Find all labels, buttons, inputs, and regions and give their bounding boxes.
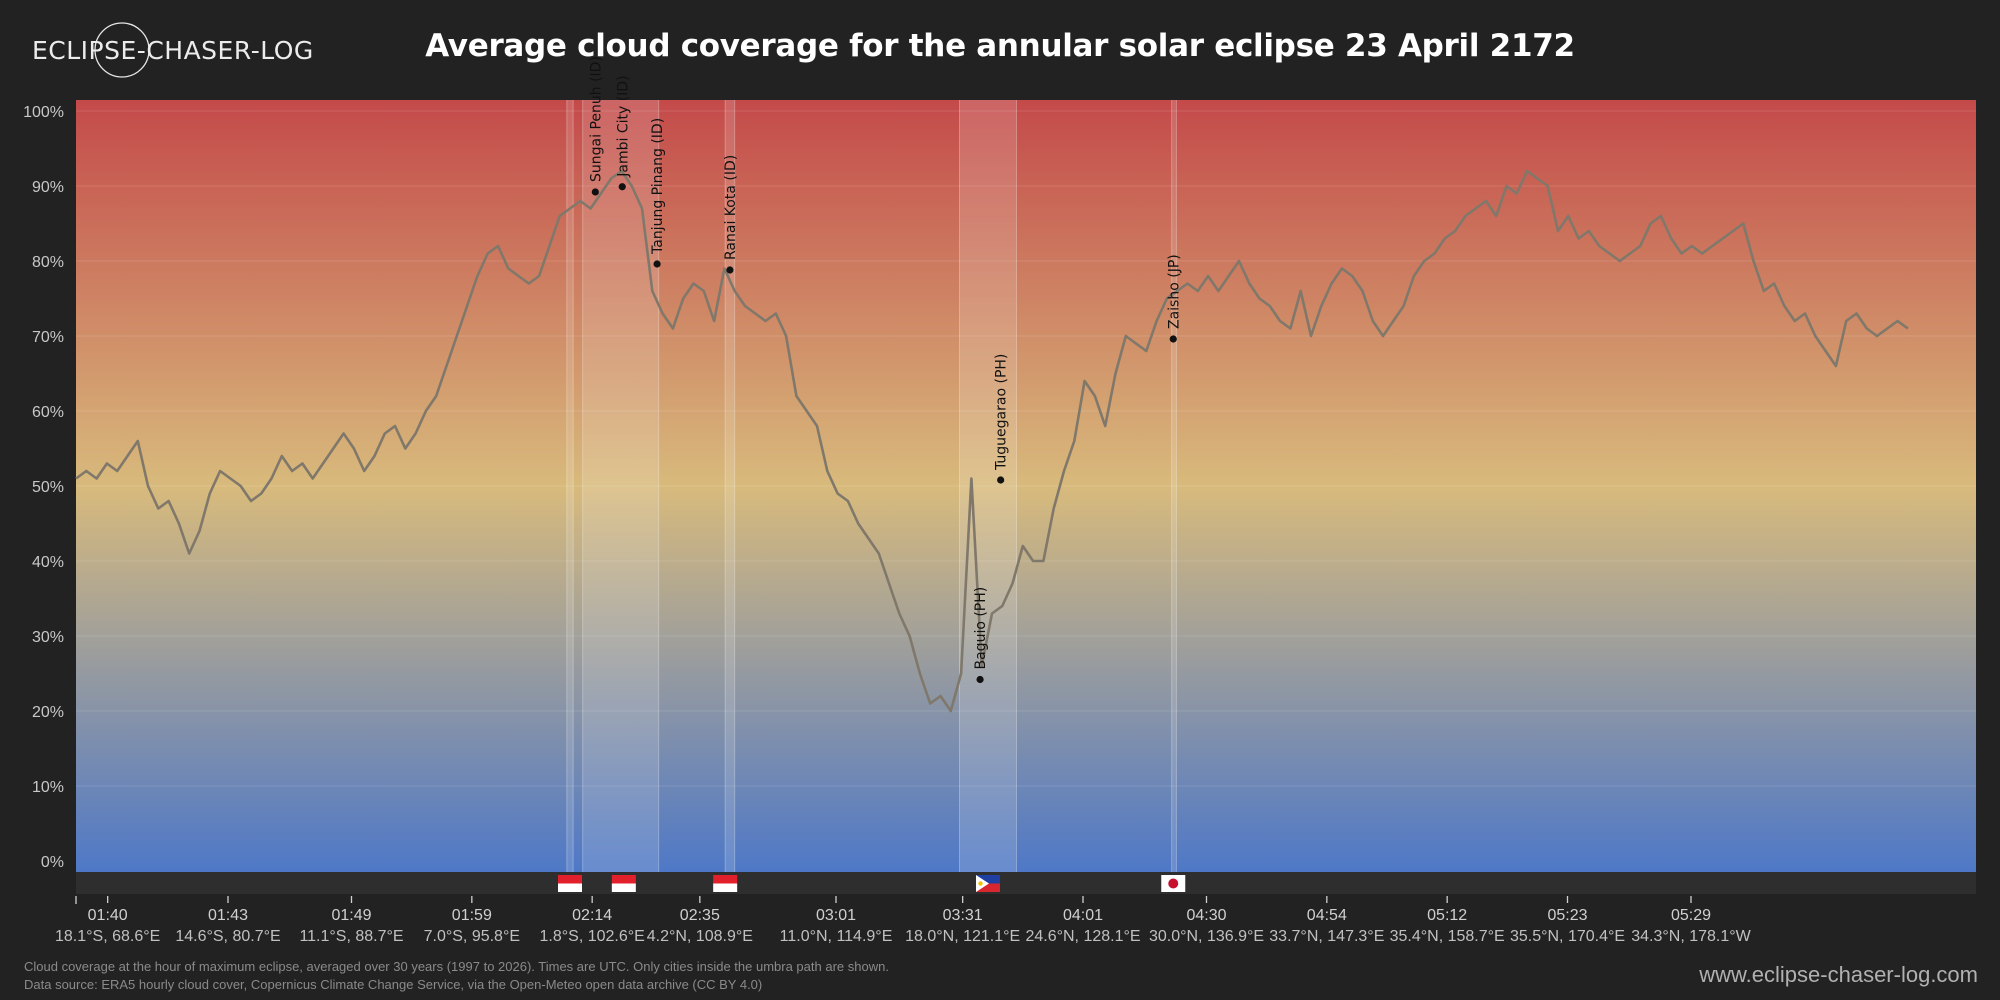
x-tick-coordinate: 35.5°N, 170.4°E <box>1510 928 1625 945</box>
city-dot <box>1169 335 1177 343</box>
chart-title: Average cloud coverage for the annular s… <box>425 28 1575 64</box>
city-label: Tanjung Pinang (ID) <box>650 118 666 255</box>
city-dot <box>976 675 984 684</box>
grid-lines <box>76 110 1976 787</box>
city-dot <box>618 183 626 191</box>
y-tick-label: 60% <box>32 404 64 421</box>
city-label: Baguio (PH) <box>973 587 989 670</box>
city-dot <box>591 188 599 196</box>
highlight-band <box>1171 100 1177 894</box>
flag-strip <box>76 872 1976 894</box>
x-tick-time: 01:43 <box>208 907 248 924</box>
flag-ph-icon <box>976 875 1000 892</box>
x-tick-time: 04:54 <box>1307 907 1347 924</box>
city-dot <box>997 476 1005 484</box>
flag-red-stripe <box>976 883 1000 892</box>
city-label: Sungai Penuh (ID) <box>588 56 604 182</box>
flag-jp-icon <box>1161 875 1186 892</box>
y-tick-label: 0% <box>41 854 64 871</box>
y-tick-label: 40% <box>32 554 64 571</box>
x-tick-coordinate: 30.0°N, 136.9°E <box>1149 928 1264 945</box>
x-tick-coordinate: 11.1°S, 88.7°E <box>299 928 403 945</box>
x-tick-coordinate: 24.6°N, 128.1°E <box>1025 928 1140 945</box>
plot-background <box>76 100 1976 872</box>
x-tick-coordinate: 1.8°S, 102.6°E <box>540 928 645 945</box>
flag-white-stripe <box>713 883 738 892</box>
x-tick-coordinate: 34.3°N, 178.1°W <box>1631 928 1751 945</box>
cloud-coverage-chart: Sungai Penuh (ID) Jambi City (ID) Tanjung … <box>23 56 1976 945</box>
city-dot <box>653 260 661 268</box>
x-tick-time: 03:01 <box>816 907 856 924</box>
x-tick-coordinate: 35.4°N, 158.7°E <box>1390 928 1505 945</box>
flag-red-stripe <box>558 875 582 884</box>
flag-id-icon <box>611 875 636 892</box>
city-label: Tuguegarao (PH) <box>994 354 1010 471</box>
x-tick-time: 01:59 <box>452 907 492 924</box>
x-tick-coordinate: 11.0°N, 114.9°E <box>780 928 893 945</box>
x-tick-time: 02:14 <box>572 907 612 924</box>
brand-name: ECLIPSE-CHASER-LOG <box>32 36 314 65</box>
flag-white-stripe <box>558 883 582 892</box>
city-markers: Sungai Penuh (ID) Jambi City (ID) Tanjung … <box>588 56 1182 684</box>
y-tick-label: 50% <box>32 479 64 496</box>
y-tick-label: 30% <box>32 629 64 646</box>
country-flags <box>558 875 1186 892</box>
flag-sun <box>978 881 983 886</box>
x-tick-coordinate: 33.7°N, 147.3°E <box>1269 928 1384 945</box>
x-tick-coordinate: 18.0°N, 121.1°E <box>905 928 1020 945</box>
x-tick-time: 01:40 <box>88 907 128 924</box>
highlight-band <box>582 100 659 894</box>
flag-red-stripe <box>611 875 636 884</box>
flag-red-stripe <box>713 875 738 884</box>
x-tick-coordinate: 14.6°S, 80.7°E <box>175 928 280 945</box>
website-url: www.eclipse-chaser-log.com <box>1699 962 1978 987</box>
y-axis: 0% 10% 20% 30% 40% 50% 60% 70% 80% 90% 100% <box>23 104 64 871</box>
footnote-line-2: Data source: ERA5 hourly cloud cover, Co… <box>24 977 763 992</box>
y-tick-label: 100% <box>23 104 64 121</box>
x-tick-time: 02:35 <box>680 907 720 924</box>
x-tick-time: 04:30 <box>1186 907 1226 924</box>
y-tick-label: 20% <box>32 704 64 721</box>
x-tick-time: 03:31 <box>943 907 983 924</box>
x-tick-time: 05:23 <box>1547 907 1587 924</box>
highlight-band <box>959 100 1017 894</box>
y-tick-label: 80% <box>32 254 64 271</box>
x-tick-coordinate: 18.1°S, 68.6°E <box>55 928 160 945</box>
flag-blue-stripe <box>976 875 1000 884</box>
x-tick-time: 05:12 <box>1427 907 1467 924</box>
city-dot <box>726 266 734 274</box>
x-axis: 01:40 18.1°S, 68.6°E 01:43 14.6°S, 80.7°E 01… <box>55 896 1752 945</box>
series-line <box>75 169 1909 713</box>
x-tick-time: 01:49 <box>331 907 371 924</box>
footnote: Cloud coverage at the hour of maximum ec… <box>24 958 889 994</box>
x-tick-coordinate: 7.0°S, 95.8°E <box>424 928 520 945</box>
flag-id-icon <box>713 875 738 892</box>
city-label: Ranai Kota (ID) <box>723 155 739 260</box>
highlight-band <box>725 100 735 894</box>
y-tick-label: 10% <box>32 779 64 796</box>
city-label: Zaisho (JP) <box>1166 254 1182 329</box>
x-tick-time: 04:01 <box>1063 907 1103 924</box>
y-tick-label: 90% <box>32 179 64 196</box>
x-tick-time: 05:29 <box>1671 907 1711 924</box>
flag-disc <box>1168 878 1179 889</box>
eclipse-ring-icon <box>94 22 150 78</box>
footnote-line-1: Cloud coverage at the hour of maximum ec… <box>24 959 889 974</box>
city-label: Jambi City (ID) <box>615 75 631 177</box>
x-tick-coordinate: 4.2°N, 108.9°E <box>647 928 753 945</box>
flag-id-icon <box>558 875 582 892</box>
y-tick-label: 70% <box>32 329 64 346</box>
brand-logo: ECLIPSE-CHASER-LOG <box>32 22 342 78</box>
flag-white-stripe <box>611 883 636 892</box>
highlight-band <box>566 100 574 894</box>
